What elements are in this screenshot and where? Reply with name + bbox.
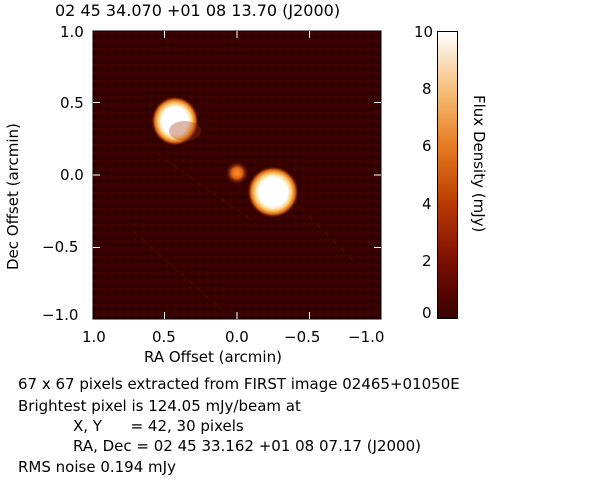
radio-image [93, 31, 381, 319]
source-faint-middle [225, 161, 249, 185]
y-tick-label: −0.5 [42, 238, 79, 256]
info-line-ra-dec: RA, Dec = 02 45 33.162 +01 08 07.17 (J20… [73, 437, 421, 455]
source-upper-left [151, 96, 199, 146]
info-line-brightest: Brightest pixel is 124.05 mJy/beam at [18, 397, 301, 415]
colorbar-tick-label: 0 [422, 304, 432, 322]
x-tick-label: −0.5 [284, 328, 321, 346]
colorbar-gradient [438, 32, 457, 318]
colorbar-label: Flux Density (mJy) [470, 95, 488, 233]
colorbar-tick-label: 4 [422, 195, 432, 213]
source-upper-left-halo [169, 121, 201, 141]
y-tick-label: 0.0 [60, 166, 84, 184]
x-tick-label: 1.0 [82, 328, 106, 346]
y-tick-label: −1.0 [42, 306, 79, 324]
info-line-pixel-xy: X, Y = 42, 30 pixels [73, 417, 244, 435]
info-line-extraction: 67 x 67 pixels extracted from FIRST imag… [18, 375, 460, 393]
colorbar-tick-label: 8 [422, 80, 432, 98]
colorbar [437, 31, 458, 319]
colorbar-tick-label: 10 [414, 23, 434, 41]
y-axis-label: Dec Offset (arcmin) [4, 123, 22, 270]
info-line-rms-noise: RMS noise 0.194 mJy [18, 458, 176, 476]
x-axis-label: RA Offset (arcmin) [144, 348, 282, 366]
x-tick-label: 0.5 [152, 328, 176, 346]
colorbar-tick-label: 6 [422, 137, 432, 155]
y-tick-label: 1.0 [60, 23, 84, 41]
x-tick-label: 0.0 [225, 328, 249, 346]
y-tick-label: 0.5 [60, 94, 84, 112]
plot-frame [92, 30, 382, 320]
x-tick-label: −1.0 [348, 328, 385, 346]
image-header-coordinates: 02 45 34.070 +01 08 13.70 (J2000) [55, 1, 341, 20]
radio-image-panel [93, 31, 381, 319]
colorbar-tick-label: 2 [422, 252, 432, 270]
source-center-bright [247, 166, 299, 218]
